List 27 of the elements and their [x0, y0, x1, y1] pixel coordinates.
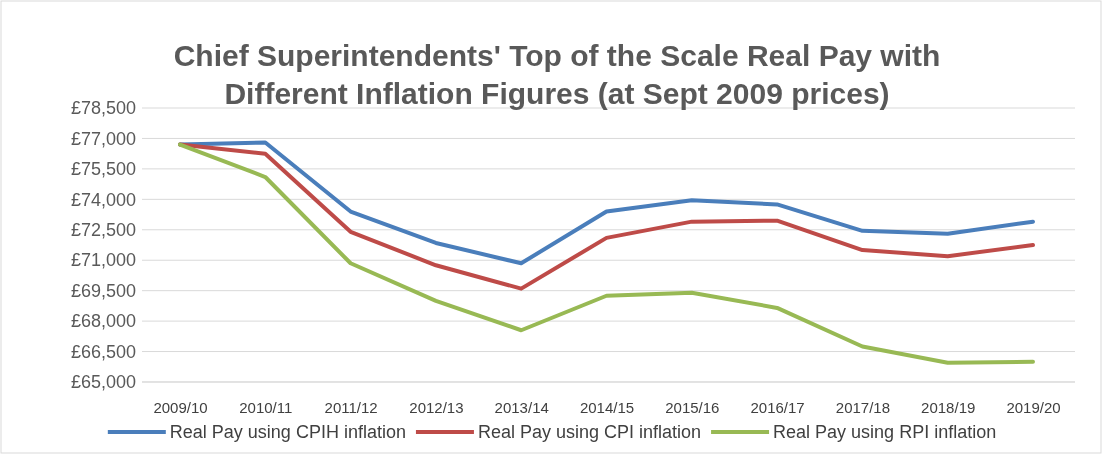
legend-label: Real Pay using CPIH inflation — [169, 422, 406, 442]
x-tick-label: 2015/16 — [665, 398, 720, 416]
x-tick-label: 2009/10 — [153, 398, 208, 416]
y-tick-label: £75,500 — [70, 159, 136, 180]
x-tick-label: 2012/13 — [409, 398, 464, 416]
y-tick-label: £71,000 — [70, 250, 136, 271]
y-tick-label: £65,000 — [70, 372, 136, 393]
x-tick-label: 2016/17 — [750, 398, 805, 416]
line-series — [178, 142, 1035, 365]
x-tick-label: 2011/12 — [324, 398, 378, 416]
x-tick-label: 2014/15 — [579, 398, 635, 416]
chart-title: Chief Superintendents' Top of the Scale Real Pay with Different Inflation Figures (at Sept 2009 prices) — [173, 39, 941, 110]
line-series — [178, 140, 1035, 266]
legend-label: Real Pay using RPI inflation — [773, 422, 997, 442]
x-tick-label: 2013/14 — [494, 398, 549, 416]
y-tick-label: £78,500 — [70, 98, 136, 119]
y-tick-label: £68,000 — [70, 311, 136, 332]
x-tick-label: 2017/18 — [835, 398, 891, 416]
x-tick-label: 2010/11 — [239, 398, 293, 416]
y-tick-label: £77,000 — [70, 128, 136, 149]
legend-label: Real Pay using CPI inflation — [477, 422, 702, 442]
x-tick-label: 2018/19 — [921, 398, 976, 416]
y-tick-label: £69,500 — [70, 280, 136, 301]
x-tick-label: 2019/20 — [1006, 398, 1061, 416]
y-tick-label: £66,500 — [70, 341, 136, 362]
y-tick-label: £74,000 — [70, 189, 136, 210]
y-tick-label: £72,500 — [70, 220, 136, 241]
